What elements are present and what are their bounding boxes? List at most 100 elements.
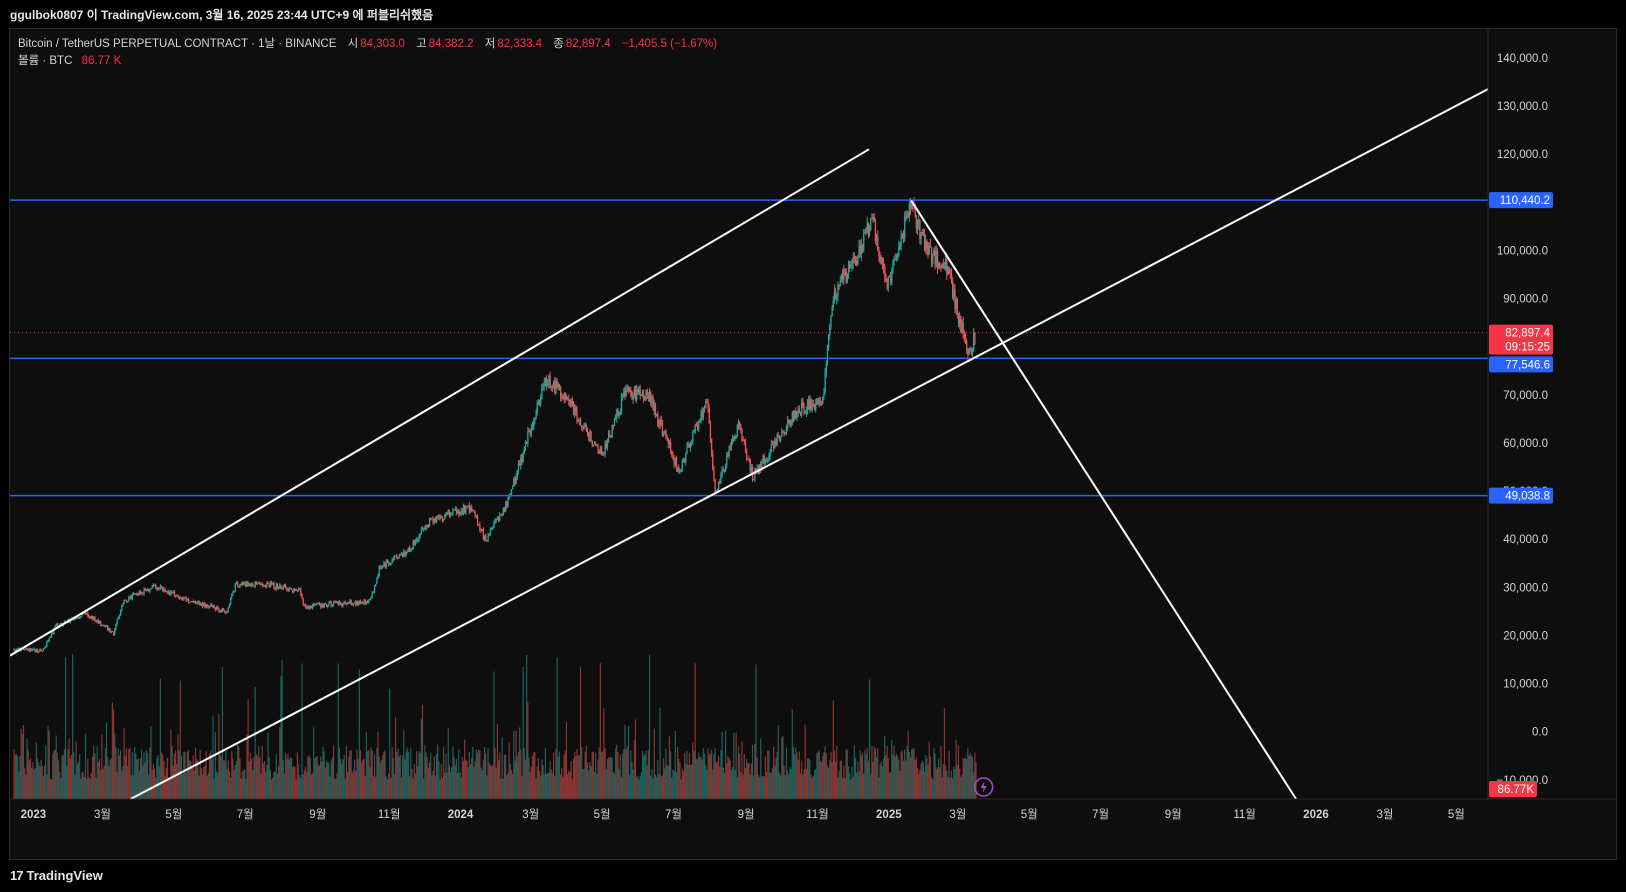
volume-bar (948, 750, 950, 799)
candle-body (600, 447, 603, 455)
volume-bar (233, 769, 235, 799)
candle-body (418, 535, 420, 540)
candle-body (540, 397, 542, 405)
volume-bar (892, 755, 894, 799)
volume-bar (884, 735, 886, 799)
candle-body (152, 584, 155, 587)
candle-body (535, 412, 537, 419)
volume-bar (547, 772, 549, 799)
volume-bar (500, 778, 502, 799)
candle-body (630, 390, 632, 395)
candle-body (246, 582, 248, 587)
volume-bar (56, 752, 59, 799)
candle-body (233, 590, 235, 593)
volume-bar (480, 767, 482, 799)
candle-body (666, 437, 668, 439)
candle-body (467, 505, 469, 507)
candle-body (710, 438, 713, 454)
candle-body (288, 588, 290, 592)
volume-bar (645, 750, 647, 799)
volume-bar (935, 769, 937, 799)
candle-body (887, 276, 889, 289)
candle-body (302, 598, 304, 605)
volume-bar (439, 779, 441, 799)
volume-bar (427, 767, 429, 799)
volume-bar (103, 765, 105, 799)
price-chart[interactable]: 140,000.0130,000.0120,000.0100,000.090,0… (10, 29, 1616, 859)
symbol-title[interactable]: Bitcoin / TetherUS PERPETUAL CONTRACT · … (18, 38, 337, 50)
volume-bar (469, 764, 472, 799)
candle-body (547, 384, 549, 386)
volume-bar (274, 771, 276, 799)
volume-label[interactable]: 볼륨 · BTC (18, 55, 73, 67)
volume-bar (764, 756, 766, 799)
volume-bar (850, 779, 852, 799)
time-tick-label: 11월 (378, 808, 401, 821)
volume-value: 86.77 K (81, 55, 122, 67)
volume-bar (589, 762, 591, 799)
volume-bar (955, 739, 957, 799)
candle-body (819, 401, 822, 403)
candle-body (631, 394, 633, 400)
time-tick-label: 3월 (1377, 808, 1394, 821)
candle-body (238, 586, 240, 588)
volume-bar (530, 766, 532, 799)
candle-body (439, 516, 441, 518)
candle-body (873, 217, 875, 221)
candle-body (837, 285, 839, 297)
volume-bar (684, 752, 686, 799)
volume-bar (59, 772, 61, 799)
candle-body (290, 588, 293, 590)
candle-body (187, 598, 190, 602)
close-label: 종 (553, 38, 564, 50)
volume-bar (21, 733, 23, 799)
volume-bar (710, 749, 713, 799)
volume-bar (342, 759, 344, 799)
candle-body (215, 607, 218, 611)
volume-bar (198, 775, 200, 799)
candle-body (653, 404, 655, 411)
volume-bar (744, 767, 747, 799)
volume-bar (761, 776, 763, 799)
candle-body (964, 337, 967, 341)
volume-bar (833, 750, 836, 799)
volume-bar (308, 755, 310, 799)
candle-body (376, 578, 378, 584)
candle-body (761, 461, 763, 470)
volume-bar (811, 778, 813, 799)
volume-bar (294, 767, 296, 799)
volume-bar (785, 747, 788, 799)
chart-pane[interactable]: 140,000.0 130,000.0 120,000.0 100,000.0 90,0… (9, 28, 1617, 860)
volume-bar (647, 749, 649, 799)
volume-bar (693, 751, 695, 799)
candle-body (548, 376, 550, 385)
candle-body (740, 426, 742, 431)
volume-bar (24, 768, 26, 799)
candle-body (582, 425, 584, 429)
volume-bar (902, 760, 905, 799)
volume-bar (705, 765, 707, 799)
candle-body (26, 648, 28, 651)
candle-body (182, 598, 184, 600)
candle-body (244, 583, 246, 585)
candle-body (753, 479, 755, 481)
volume-bar (344, 779, 346, 799)
volume-bar (442, 746, 445, 799)
tradingview-logo[interactable]: 17 TradingView (10, 868, 103, 883)
candle-body (627, 387, 630, 391)
candle-body (474, 512, 476, 517)
candle-body (434, 518, 437, 522)
volume-bar (478, 749, 480, 799)
candle-body (603, 453, 605, 456)
volume-bar (393, 774, 396, 799)
candle-body (94, 617, 96, 622)
volume-bar (420, 718, 422, 799)
candle-body (901, 234, 904, 237)
volume-bar (623, 749, 625, 799)
volume-bar (930, 776, 933, 799)
volume-bar (809, 759, 811, 799)
volume-bar (513, 730, 515, 799)
volume-bar (636, 777, 638, 799)
volume-bar (932, 779, 934, 799)
candle-body (926, 240, 928, 249)
